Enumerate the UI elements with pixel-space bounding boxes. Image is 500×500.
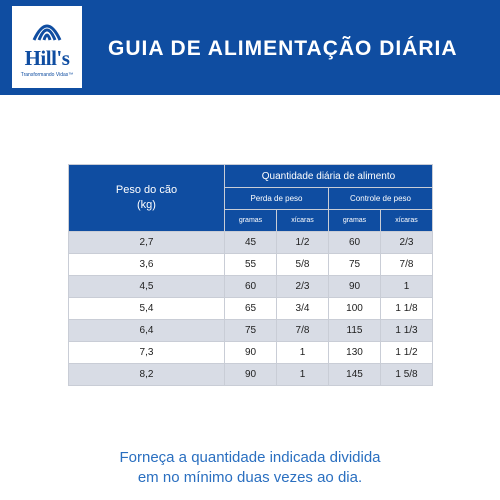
group-header-weight-control: Controle de peso [328, 187, 433, 210]
grams-cell: 100 [328, 297, 381, 320]
unit-header: gramas [328, 209, 381, 232]
weight-cell: 4,5 [68, 275, 225, 298]
grams-cell: 75 [224, 319, 277, 342]
feeding-table: Peso do cão (kg) Quantidade diária de al… [68, 164, 433, 386]
cups-cell: 5/8 [276, 253, 329, 276]
weight-cell: 2,7 [68, 231, 225, 254]
grams-cell: 90 [224, 341, 277, 364]
grams-cell: 145 [328, 363, 381, 386]
header-banner: Hill's Transformando Vidas™ GUIA DE ALIM… [0, 0, 500, 95]
weight-cell: 7,3 [68, 341, 225, 364]
unit-header: gramas [224, 209, 277, 232]
weight-cell: 8,2 [68, 363, 225, 386]
weight-header: Peso do cão (kg) [68, 164, 225, 232]
unit-header: xícaras [380, 209, 433, 232]
table-row: 3,6 55 5/8 75 7/8 [68, 253, 433, 276]
cups-cell: 2/3 [380, 231, 433, 254]
table-row: 4,5 60 2/3 90 1 [68, 275, 433, 298]
amount-header: Quantidade diária de alimento [224, 164, 433, 188]
cups-cell: 1 1/2 [380, 341, 433, 364]
cups-cell: 1 [380, 275, 433, 298]
hills-logo-icon [32, 24, 62, 41]
cups-cell: 7/8 [276, 319, 329, 342]
cups-cell: 1 [276, 341, 329, 364]
cups-cell: 1/2 [276, 231, 329, 254]
weight-cell: 6,4 [68, 319, 225, 342]
grams-cell: 60 [224, 275, 277, 298]
grams-cell: 65 [224, 297, 277, 320]
cups-cell: 1 [276, 363, 329, 386]
table-row: 5,4 65 3/4 100 1 1/8 [68, 297, 433, 320]
feeding-note: Forneça a quantidade indicada dividida e… [0, 448, 500, 488]
group-header-weight-loss: Perda de peso [224, 187, 329, 210]
grams-cell: 75 [328, 253, 381, 276]
cups-cell: 7/8 [380, 253, 433, 276]
weight-cell: 5,4 [68, 297, 225, 320]
feeding-note-line-2: em no mínimo duas vezes ao dia. [137, 469, 363, 486]
grams-cell: 60 [328, 231, 381, 254]
table-row: 6,4 75 7/8 115 1 1/3 [68, 319, 433, 342]
weight-cell: 3,6 [68, 253, 225, 276]
grams-cell: 55 [224, 253, 277, 276]
table-row: 7,3 90 1 130 1 1/2 [68, 341, 433, 364]
cups-cell: 1 5/8 [380, 363, 433, 386]
unit-header: xícaras [276, 209, 329, 232]
weight-header-unit: (kg) [137, 199, 156, 211]
cups-cell: 2/3 [276, 275, 329, 298]
brand-name: Hill's [24, 46, 70, 70]
grams-cell: 45 [224, 231, 277, 254]
grams-cell: 130 [328, 341, 381, 364]
page-title: GUIA DE ALIMENTAÇÃO DIÁRIA [108, 37, 458, 60]
grams-cell: 90 [224, 363, 277, 386]
table-row: 2,7 45 1/2 60 2/3 [68, 231, 433, 254]
table-row: 8,2 90 1 145 1 5/8 [68, 363, 433, 386]
brand-tagline: Transformando Vidas™ [20, 72, 74, 78]
cups-cell: 1 1/3 [380, 319, 433, 342]
grams-cell: 90 [328, 275, 381, 298]
grams-cell: 115 [328, 319, 381, 342]
feeding-note-line-1: Forneça a quantidade indicada dividida [119, 449, 381, 466]
cups-cell: 1 1/8 [380, 297, 433, 320]
weight-header-label: Peso do cão [115, 184, 178, 196]
hills-logo: Hill's Transformando Vidas™ [12, 6, 82, 88]
cups-cell: 3/4 [276, 297, 329, 320]
